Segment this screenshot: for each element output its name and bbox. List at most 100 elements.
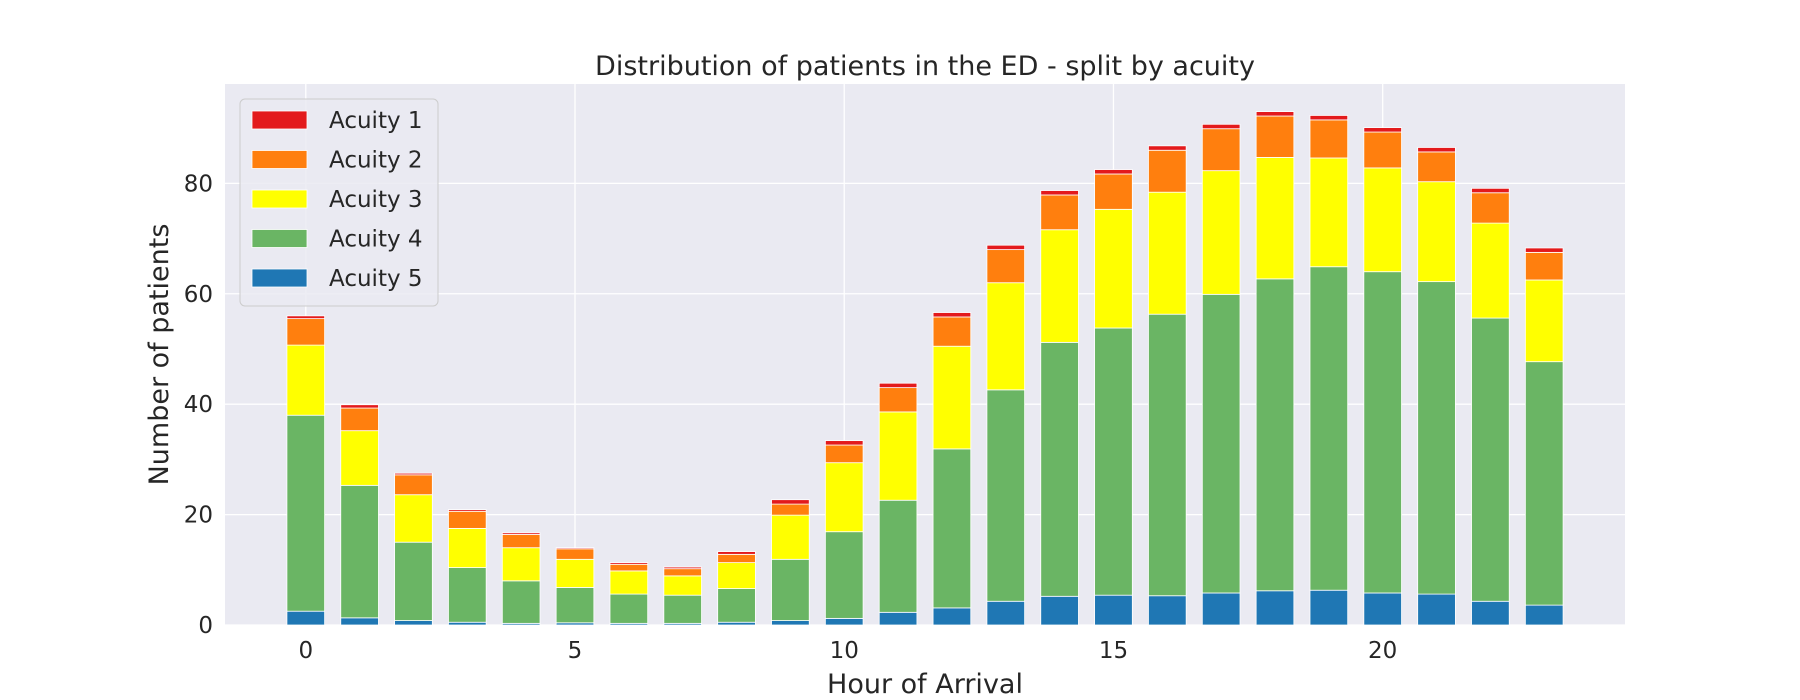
x-tick-label: 20 (1368, 638, 1397, 664)
bar-segment (609, 593, 649, 624)
bar-segment (394, 472, 433, 476)
bar-segment (717, 553, 756, 564)
bar-segment (286, 318, 326, 346)
bar-segment (1040, 341, 1079, 597)
bar-segment (824, 617, 864, 626)
bar-segment (1309, 119, 1349, 159)
bar-segment (824, 444, 864, 464)
x-tick-label: 10 (830, 638, 859, 664)
bar-segment (1471, 192, 1510, 224)
bar-segment (1040, 229, 1079, 343)
bar-segment (1524, 251, 1564, 281)
bar-segment (771, 503, 810, 516)
legend-swatch (251, 229, 308, 248)
bar-segment (448, 621, 487, 626)
legend-label: Acuity 1 (329, 108, 423, 134)
bar-segment (1471, 317, 1510, 602)
legend-label: Acuity 4 (329, 227, 423, 253)
legend-label: Acuity 3 (329, 187, 423, 213)
bar-segment (1309, 115, 1349, 121)
chart-title: Distribution of patients in the ED - spl… (595, 51, 1255, 82)
bar-segment (1148, 149, 1187, 193)
bar-segment (340, 484, 379, 619)
bar-segment (1417, 181, 1456, 283)
bar-segment (1094, 208, 1133, 329)
bar-segment (394, 620, 433, 626)
bar-segment (1148, 313, 1187, 597)
bar-segment (1094, 327, 1133, 596)
bar-segment (1363, 167, 1402, 273)
bar-segment (1471, 600, 1510, 626)
bar-segment (555, 548, 595, 560)
legend-swatch (251, 150, 308, 169)
x-axis-label: Hour of Arrival (827, 669, 1023, 700)
bar-segment (1255, 115, 1295, 158)
bar-segment (1201, 170, 1241, 295)
bar-segment (340, 407, 379, 432)
bar-segment (1040, 595, 1079, 626)
bar-segment (771, 558, 810, 621)
bar-segment (824, 440, 864, 446)
bar-segment (663, 594, 702, 624)
bar-segment (609, 563, 649, 572)
bar-segment (1040, 194, 1079, 231)
bar-segment (771, 514, 810, 560)
bar-segment (824, 462, 864, 533)
bar-segment (663, 575, 702, 596)
bar-segment (394, 494, 433, 543)
bar-segment (824, 531, 864, 619)
bar-segment (1094, 173, 1133, 210)
bar-segment (1471, 187, 1510, 194)
y-tick-label: 20 (184, 503, 213, 529)
bar-segment (1255, 111, 1295, 117)
bar-segment (1363, 592, 1402, 626)
bar-segment (878, 411, 918, 501)
bar-segment (1148, 595, 1187, 626)
bar-segment (555, 558, 595, 588)
bar-segment (986, 389, 1026, 602)
bar-segment (340, 430, 379, 486)
bar-segment (878, 387, 918, 413)
bar-segment (986, 282, 1026, 391)
bar-segment (555, 587, 595, 624)
x-axis-ticks: 0 5 10 15 20 (298, 638, 1397, 664)
bar-segment (555, 547, 595, 550)
bar-segment (1309, 157, 1349, 268)
bar-segment (1524, 247, 1564, 253)
y-tick-label: 40 (184, 392, 213, 418)
bar-segment (448, 509, 487, 512)
bar-segment (986, 244, 1026, 251)
legend-swatch (251, 189, 308, 209)
bar-segment (1094, 594, 1133, 626)
bar-segment (394, 541, 433, 621)
bar-segment (1148, 145, 1187, 151)
x-tick-label: 5 (568, 638, 583, 664)
bar-segment (286, 315, 326, 320)
bar-segment (932, 316, 972, 347)
legend-label: Acuity 5 (329, 266, 423, 292)
bar-segment (1201, 293, 1241, 594)
bar-segment (717, 562, 756, 589)
bar-segment (663, 568, 702, 577)
bar-segment (1417, 147, 1456, 153)
bar-segment (340, 617, 379, 626)
bar-segment (1363, 131, 1402, 169)
bar-segment (771, 620, 810, 626)
bar-segment (1524, 604, 1564, 626)
bar-segment (932, 312, 972, 318)
bar-segment (1309, 266, 1349, 591)
bars (286, 111, 1564, 626)
bar-segment (286, 344, 326, 416)
y-axis-ticks: 0 20 40 60 80 (184, 171, 213, 639)
bar-segment (878, 611, 918, 626)
bar-segment (448, 510, 487, 529)
bar-segment (394, 474, 433, 496)
bar-segment (1201, 128, 1241, 172)
y-axis-label: Number of patients (144, 224, 175, 486)
bar-segment (1094, 169, 1133, 175)
x-tick-label: 0 (298, 638, 313, 664)
bar-segment (663, 566, 702, 570)
legend: Acuity 1 Acuity 2 Acuity 3 Acuity 4 Acuity 5 (239, 98, 439, 307)
bar-segment (501, 580, 541, 624)
bar-segment (1201, 123, 1241, 130)
